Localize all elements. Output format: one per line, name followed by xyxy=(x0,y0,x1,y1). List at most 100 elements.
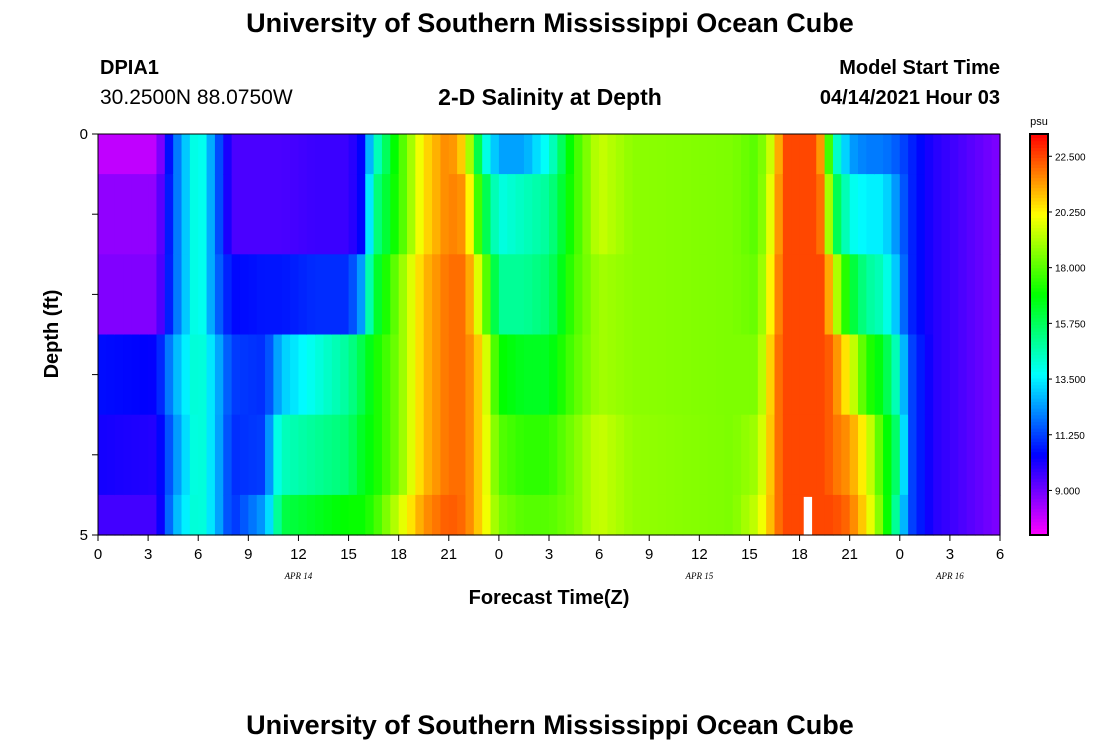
heatmap-cell xyxy=(498,174,508,255)
heatmap-cell xyxy=(465,414,475,496)
heatmap-cell xyxy=(482,174,492,255)
heatmap-cell xyxy=(557,134,567,175)
heatmap-cell xyxy=(273,254,283,336)
heatmap-cell xyxy=(983,174,993,255)
colorbar-segment xyxy=(1030,224,1048,229)
heatmap-cell xyxy=(139,414,149,496)
heatmap-cell xyxy=(883,134,893,175)
heatmap-cell xyxy=(189,134,199,175)
heatmap-cell xyxy=(448,134,458,175)
heatmap-cell xyxy=(582,134,592,175)
heatmap-cell xyxy=(323,494,333,536)
colorbar-segment xyxy=(1030,337,1048,342)
heatmap-cell xyxy=(390,174,400,255)
heatmap-cell xyxy=(690,174,700,255)
colorbar-segment xyxy=(1030,287,1048,292)
colorbar-segment xyxy=(1030,344,1048,349)
heatmap-cell xyxy=(440,494,450,536)
heatmap-cell xyxy=(482,134,492,175)
heatmap-cell xyxy=(716,254,725,336)
colorbar-segment xyxy=(1030,137,1048,142)
heatmap-cell xyxy=(757,334,767,416)
heatmap-cell xyxy=(139,174,149,255)
heatmap-cell xyxy=(290,174,300,255)
heatmap-cell xyxy=(423,334,433,416)
heatmap-cell xyxy=(273,414,283,496)
heatmap-cell xyxy=(448,254,458,336)
colorbar-segment xyxy=(1030,518,1048,523)
heatmap-cell xyxy=(348,254,358,336)
x-tick-label: 0 xyxy=(94,546,102,563)
heatmap-cell xyxy=(331,174,341,255)
colorbar-segment xyxy=(1030,167,1048,172)
heatmap-cell xyxy=(741,134,751,175)
colorbar-segment xyxy=(1030,397,1048,402)
heatmap-cell xyxy=(231,494,241,536)
heatmap-cell xyxy=(858,334,867,416)
colorbar-segment xyxy=(1030,247,1048,252)
heatmap-cell xyxy=(832,254,842,336)
colorbar-segment xyxy=(1030,531,1048,536)
heatmap-cell xyxy=(298,494,308,536)
heatmap-cell xyxy=(373,174,383,255)
heatmap-cell xyxy=(966,494,976,536)
colorbar-segment xyxy=(1030,404,1048,409)
heatmap-cell xyxy=(515,414,525,496)
heatmap-cell xyxy=(432,254,442,336)
heatmap-cell xyxy=(281,334,291,416)
heatmap-cell xyxy=(908,494,918,536)
heatmap-cell xyxy=(214,494,224,536)
colorbar-segment xyxy=(1030,284,1048,289)
heatmap-cell xyxy=(164,334,174,416)
heatmap-cell xyxy=(373,494,383,536)
colorbar-segment xyxy=(1030,271,1048,275)
heatmap-cell xyxy=(348,334,358,416)
heatmap-cell xyxy=(866,134,876,175)
heatmap-cell xyxy=(916,254,926,336)
heatmap-cell xyxy=(958,254,968,336)
heatmap-cell xyxy=(699,414,709,496)
heatmap-cell xyxy=(331,334,341,416)
heatmap-cell xyxy=(590,334,600,416)
heatmap-cell xyxy=(407,334,416,416)
heatmap-cell xyxy=(741,254,751,336)
model-start-label: Model Start Time xyxy=(839,57,1000,79)
heatmap-cell xyxy=(941,494,951,536)
colorbar-segment xyxy=(1030,197,1048,202)
heatmap-cell xyxy=(298,414,308,496)
heatmap-cell xyxy=(507,494,517,536)
heatmap-cell xyxy=(807,134,817,175)
heatmap-cell xyxy=(173,414,183,496)
heatmap-cell xyxy=(565,334,575,416)
heatmap-cell xyxy=(749,334,759,416)
heatmap-cell xyxy=(665,334,675,416)
heatmap-cell xyxy=(941,414,951,496)
heatmap-cell xyxy=(874,414,884,496)
heatmap-cell xyxy=(716,334,725,416)
colorbar-segment xyxy=(1030,147,1048,152)
model-start-value: 04/14/2021 Hour 03 xyxy=(819,87,1000,109)
heatmap-cell xyxy=(632,494,642,536)
heatmap-cell xyxy=(974,254,984,336)
heatmap-cell xyxy=(724,174,734,255)
heatmap-cell xyxy=(615,414,625,496)
heatmap-cell xyxy=(139,494,149,536)
colorbar-segment xyxy=(1030,347,1048,352)
colorbar-segment xyxy=(1030,454,1048,459)
heatmap-cell xyxy=(173,254,183,336)
heatmap-cell xyxy=(899,134,909,175)
heatmap-cell xyxy=(398,254,408,336)
heatmap-cell xyxy=(924,134,934,175)
colorbar-segment xyxy=(1030,134,1048,138)
heatmap-cell xyxy=(774,494,784,536)
heatmap-cell xyxy=(415,174,425,255)
heatmap-cell xyxy=(782,134,792,175)
colorbar-segment xyxy=(1030,401,1048,406)
heatmap-cell xyxy=(716,494,725,536)
colorbar-segment xyxy=(1030,257,1048,262)
colorbar-segment xyxy=(1030,361,1048,366)
colorbar-segment xyxy=(1030,321,1048,326)
heatmap-cell xyxy=(381,174,391,255)
heatmap-cell xyxy=(799,254,809,336)
heatmap-cell xyxy=(832,334,842,416)
